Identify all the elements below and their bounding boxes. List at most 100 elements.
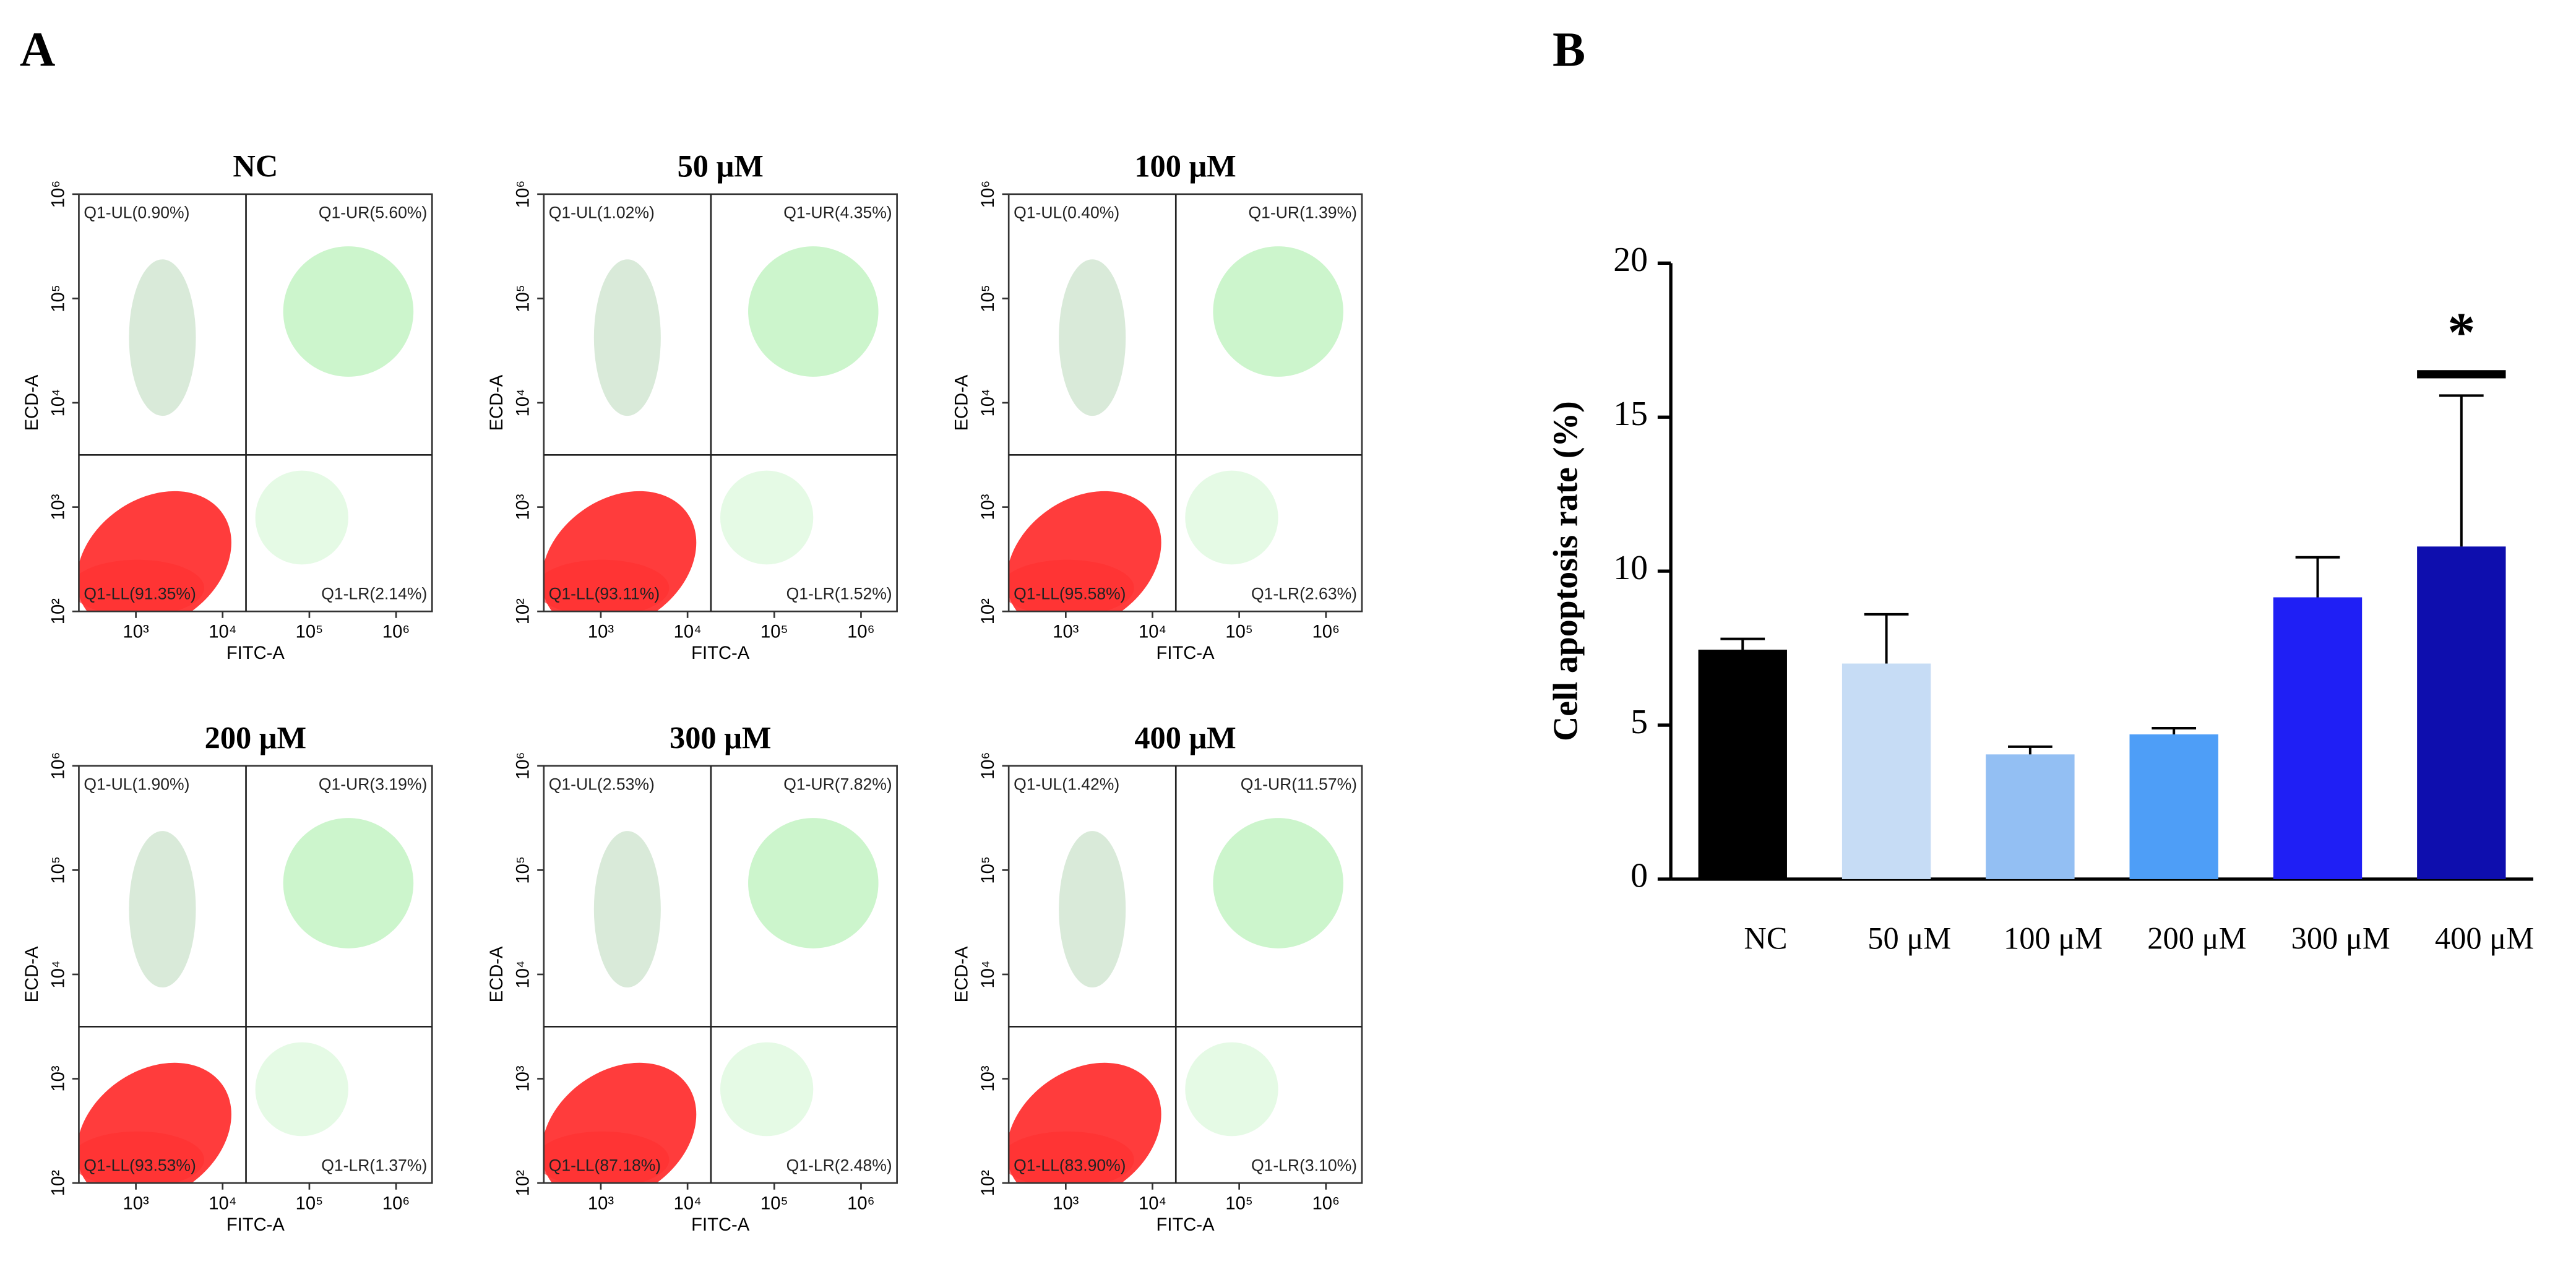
event-cloud (255, 1042, 348, 1137)
y-tick-label: 10⁶ (514, 752, 533, 780)
quadrant-label: Q1-LL(93.53%) (84, 1156, 196, 1175)
event-cloud (543, 1131, 670, 1184)
event-clouds (1009, 246, 1343, 612)
y-axis-label: Cell apoptosis rate (%) (1546, 401, 1585, 741)
y-axis-label: ECD-A (952, 946, 972, 1002)
y-tick-label: 10⁵ (514, 856, 533, 884)
event-cloud (720, 470, 814, 565)
chart-title: 300 μM (670, 721, 771, 755)
x-tick-label: 10⁶ (382, 1193, 410, 1213)
y-tick-label: 10² (48, 598, 68, 624)
y-tick-label: 10⁵ (514, 285, 533, 312)
event-cloud (1059, 831, 1126, 988)
y-tick-label: 10⁴ (48, 960, 68, 988)
y-tick-label: 10⁶ (514, 181, 533, 208)
x-tick-label: 10³ (588, 622, 614, 642)
y-tick-label: 10⁴ (514, 960, 533, 988)
quadrant-label: Q1-LR(2.63%) (1251, 585, 1357, 603)
y-tick-label: 10² (514, 1170, 533, 1196)
x-tick-label: 100 μM (2004, 921, 2103, 955)
event-cloud (1009, 1131, 1134, 1184)
y-tick-label: 10² (48, 1170, 68, 1196)
flow-plot: 300 μM Q1-UL(2.53%) Q1-UR(7.82%) Q1-LL(87.1… (487, 721, 898, 1235)
x-tick-label: 10³ (123, 1193, 149, 1213)
y-tick-label: 10³ (48, 494, 68, 520)
chart-title: 400 μM (1134, 721, 1236, 755)
quadrant-label: Q1-UR(5.60%) (319, 204, 427, 222)
event-cloud (1185, 470, 1278, 565)
chart-title: 100 μM (1134, 149, 1236, 184)
x-tick-label: 10⁵ (760, 1193, 788, 1213)
x-tick-label: 10⁵ (296, 622, 324, 642)
y-tick-label: 10⁶ (48, 181, 68, 208)
y-tick-label: 10³ (978, 1065, 998, 1091)
x-tick-label: 10⁶ (1312, 1193, 1340, 1213)
x-axis-label: FITC-A (1157, 1215, 1215, 1235)
quadrant-label: Q1-LL(93.11%) (549, 585, 660, 603)
quadrant-label: Q1-LR(2.48%) (786, 1156, 892, 1175)
bar (1986, 754, 2075, 879)
flow-plot: 100 μM Q1-UL(0.40%) Q1-UR(1.39%) Q1-LL(95.5… (952, 149, 1363, 663)
y-tick-label: 10 (1613, 549, 1648, 587)
quadrant-label: Q1-LL(87.18%) (549, 1156, 661, 1175)
x-tick-label: 10⁴ (674, 1193, 702, 1213)
y-tick-label: 10⁶ (978, 752, 998, 780)
quadrant-label: Q1-UR(4.35%) (783, 204, 892, 222)
event-clouds (543, 246, 879, 612)
event-cloud (543, 559, 670, 612)
event-clouds (543, 818, 879, 1184)
event-cloud (79, 1131, 204, 1184)
event-cloud (283, 246, 414, 377)
x-tick-label: 10³ (1053, 622, 1079, 642)
event-cloud (129, 831, 196, 988)
quadrant-label: Q1-LR(3.10%) (1251, 1156, 1357, 1175)
quadrant-label: Q1-LR(2.14%) (321, 585, 427, 603)
x-axis-label: FITC-A (1157, 643, 1215, 663)
y-tick-label: 10⁵ (978, 285, 998, 312)
bar (2417, 546, 2506, 879)
quadrant-label: Q1-LL(95.58%) (1014, 585, 1126, 603)
x-tick-label: 10⁶ (382, 622, 410, 642)
x-tick-label: 300 μM (2291, 921, 2390, 955)
event-clouds (79, 246, 414, 612)
x-tick-label: NC (1744, 921, 1787, 955)
annotation: * (2447, 301, 2475, 363)
y-tick-label: 10⁶ (978, 181, 998, 208)
y-axis-label: ECD-A (487, 374, 507, 431)
event-cloud (255, 470, 348, 565)
x-tick-label: 10⁴ (209, 622, 236, 642)
bar-chart: 0 5 10 15 20 Cell apoptosis rate (%) NC 50 μM 10… (1546, 241, 2534, 955)
event-cloud (79, 559, 204, 612)
quadrant-label: Q1-UL(0.40%) (1014, 204, 1119, 222)
flow-plot: NC Q1-UL(0.90%) Q1-UR(5.60%) Q1-LL(91.35%) Q… (22, 149, 433, 663)
x-axis-label: FITC-A (226, 643, 285, 663)
event-cloud (1185, 1042, 1278, 1137)
event-clouds (1009, 818, 1343, 1184)
quadrant-label: Q1-LL(83.90%) (1014, 1156, 1126, 1175)
bar (2273, 597, 2363, 879)
x-tick-label: 10³ (123, 622, 149, 642)
y-tick-label: 10³ (514, 1065, 533, 1091)
flow-plot: 200 μM Q1-UL(1.90%) Q1-UR(3.19%) Q1-LL(93.5… (22, 721, 433, 1235)
x-axis-label: FITC-A (691, 1215, 750, 1235)
quadrant-label: Q1-UL(1.02%) (549, 204, 655, 222)
x-tick-label: 10⁵ (1225, 1193, 1253, 1213)
chart-title: 50 μM (678, 149, 764, 184)
event-cloud (1213, 818, 1343, 948)
y-tick-label: 10⁴ (48, 389, 68, 417)
event-cloud (748, 818, 879, 948)
quadrant-label: Q1-UR(7.82%) (783, 775, 892, 794)
panel-label: A (20, 22, 56, 77)
event-cloud (1059, 259, 1126, 416)
x-tick-label: 10⁴ (1139, 622, 1166, 642)
y-tick-label: 10⁵ (48, 856, 68, 884)
x-tick-label: 10⁴ (209, 1193, 236, 1213)
y-axis-label: ECD-A (22, 374, 42, 431)
panel-label: B (1553, 22, 1585, 77)
y-tick-label: 10² (514, 598, 533, 624)
flow-plot: 50 μM Q1-UL(1.02%) Q1-UR(4.35%) Q1-LL(93.11… (487, 149, 898, 663)
x-tick-label: 10⁵ (760, 622, 788, 642)
x-axis-label: FITC-A (226, 1215, 285, 1235)
flow-plot: 400 μM Q1-UL(1.42%) Q1-UR(11.57%) Q1-LL(83.… (952, 721, 1363, 1235)
